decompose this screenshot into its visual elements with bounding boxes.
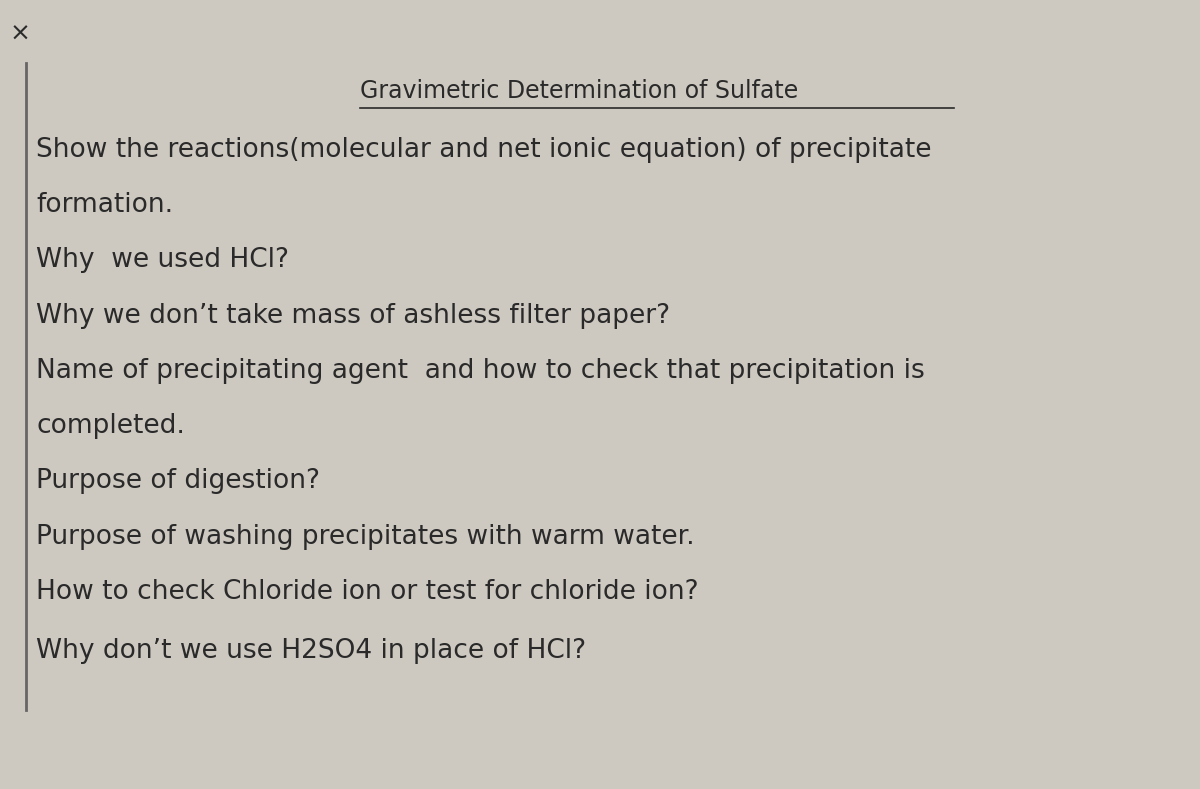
Text: completed.: completed. — [36, 413, 185, 439]
Text: ×: × — [10, 22, 31, 46]
Text: Why  we used HCl?: Why we used HCl? — [36, 248, 289, 273]
Text: Why don’t we use H2SO4 in place of HCl?: Why don’t we use H2SO4 in place of HCl? — [36, 638, 586, 664]
Text: How to check Chloride ion or test for chloride ion?: How to check Chloride ion or test for ch… — [36, 579, 698, 604]
Text: Gravimetric Determination of Sulfate: Gravimetric Determination of Sulfate — [360, 79, 798, 103]
Text: Why we don’t take mass of ashless filter paper?: Why we don’t take mass of ashless filter… — [36, 303, 670, 328]
Text: Show the reactions(molecular and net ionic equation) of precipitate: Show the reactions(molecular and net ion… — [36, 137, 931, 163]
Text: formation.: formation. — [36, 193, 173, 218]
Text: Purpose of washing precipitates with warm water.: Purpose of washing precipitates with war… — [36, 524, 695, 549]
Text: Name of precipitating agent  and how to check that precipitation is: Name of precipitating agent and how to c… — [36, 358, 925, 383]
Text: Purpose of digestion?: Purpose of digestion? — [36, 469, 320, 494]
